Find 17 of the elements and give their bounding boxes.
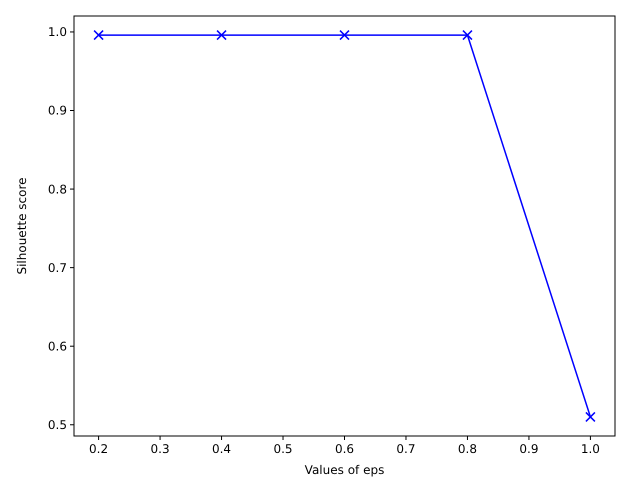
- x-tick-label: 1.0: [580, 442, 600, 456]
- x-tick-label: 0.6: [334, 442, 354, 456]
- y-tick-label: 0.5: [48, 418, 67, 432]
- y-tick-label: 0.6: [48, 339, 67, 354]
- y-tick-label: 0.8: [48, 182, 67, 196]
- x-tick-label: 0.2: [89, 442, 108, 456]
- x-tick-label: 0.5: [273, 442, 293, 456]
- y-tick-label: 0.7: [48, 260, 67, 275]
- x-tick-label: 0.9: [519, 442, 538, 456]
- x-tick-label: 0.3: [150, 442, 170, 456]
- x-tick-label: 0.7: [396, 442, 416, 456]
- x-tick-label: 0.4: [212, 442, 232, 456]
- y-tick-label: 1.0: [48, 25, 67, 40]
- y-tick-label: 0.9: [48, 104, 67, 118]
- x-tick-label: 0.8: [458, 442, 477, 456]
- y-axis-title: Silhouette score: [15, 177, 29, 275]
- x-axis-title: Values of eps: [304, 463, 384, 477]
